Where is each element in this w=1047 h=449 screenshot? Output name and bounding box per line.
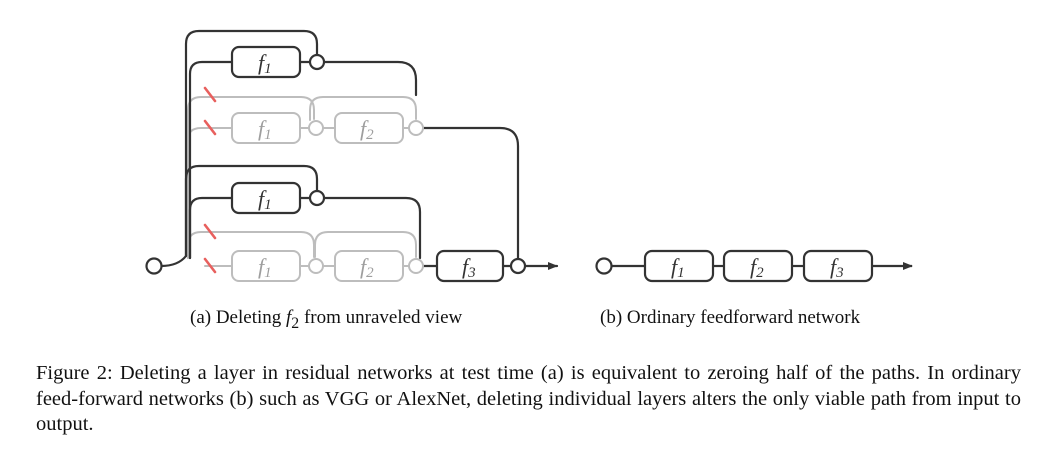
- f1-label-row1: f1: [258, 50, 272, 77]
- deleted-path-row2-inner: [187, 127, 233, 141]
- f3-box: [435, 249, 505, 283]
- deleted-boxes: [231, 112, 404, 282]
- active-path-row2-to-out: [421, 126, 520, 260]
- cut-mark-icon: [203, 119, 217, 136]
- f2-label-row4: f2: [360, 254, 374, 281]
- active-path-row1-to-f3: [322, 60, 418, 97]
- input-edge: [159, 254, 188, 268]
- ff-f2-box: [722, 249, 794, 283]
- cut-marks: [203, 86, 217, 274]
- subcaption-b: (b) Ordinary feedforward network: [600, 307, 861, 328]
- f1-label-row2: f1: [258, 116, 272, 143]
- deleted-skip-row4-f2: [314, 231, 417, 258]
- active-path-row3-to-f3: [322, 196, 422, 260]
- junction-node: [308, 120, 324, 136]
- f1-label-row4: f1: [258, 254, 272, 281]
- active-paths: [159, 29, 559, 270]
- ff-input-node: [595, 257, 613, 275]
- cut-mark-icon: [203, 223, 217, 240]
- deleted-skip-row2-f2: [309, 96, 417, 121]
- ff-f1-box: [643, 249, 715, 283]
- f2-box-row4: [334, 250, 404, 282]
- residual-network-diagram: f1 f1 f2 f1 f1 f2 f3 f1 f2 f3: [145, 29, 913, 283]
- feedforward-network: f1 f2 f3: [595, 249, 913, 283]
- deleted-nodes: [308, 120, 424, 274]
- active-path-f1-row3-in: [188, 196, 234, 260]
- f2-box-row2: [334, 112, 404, 144]
- subcaption-a-suffix: from unraveled view: [299, 307, 463, 328]
- ff-f3-box: [802, 249, 874, 283]
- ff-f3-label: f3: [830, 254, 844, 281]
- f1-box-row2: [231, 112, 301, 144]
- f1-label-row3: f1: [258, 186, 272, 213]
- unraveled-view: f1 f1 f2 f1 f1 f2 f3: [145, 29, 559, 283]
- junction-node: [308, 189, 326, 207]
- f1-box-row4: [231, 250, 301, 282]
- deleted-path-row4-outer: [187, 231, 315, 259]
- active-path-outer-top: [184, 29, 319, 258]
- ff-f1-label: f1: [671, 254, 685, 281]
- active-path-f1-row1-in: [188, 60, 234, 260]
- ff-f2-label: f2: [750, 254, 764, 281]
- output-node: [509, 257, 527, 275]
- f1-box-row1: [230, 45, 302, 79]
- junction-node: [308, 53, 326, 71]
- f2-label-row2: f2: [360, 116, 374, 143]
- cut-mark-icon: [203, 257, 217, 274]
- subcaption-a-prefix: (a) Deleting: [190, 307, 287, 328]
- deleted-path-row2-outer: [187, 96, 315, 259]
- active-path-outer-mid: [184, 164, 319, 258]
- figure-caption: Figure 2: Deleting a layer in residual n…: [36, 362, 1021, 435]
- junction-node: [408, 258, 424, 274]
- f1-box-row3: [230, 181, 302, 215]
- subcaption-a-symbol-sub: 2: [291, 314, 300, 332]
- f3-label: f3: [462, 254, 476, 281]
- active-nodes: [145, 53, 527, 275]
- subcaption-a: (a) Deleting f2 from unraveled view: [190, 307, 462, 333]
- junction-node: [408, 120, 424, 136]
- subcaption-a-symbol: f: [286, 307, 292, 328]
- junction-node: [308, 258, 324, 274]
- active-boxes: [230, 45, 505, 283]
- input-node: [145, 257, 163, 275]
- cut-mark-icon: [203, 86, 217, 103]
